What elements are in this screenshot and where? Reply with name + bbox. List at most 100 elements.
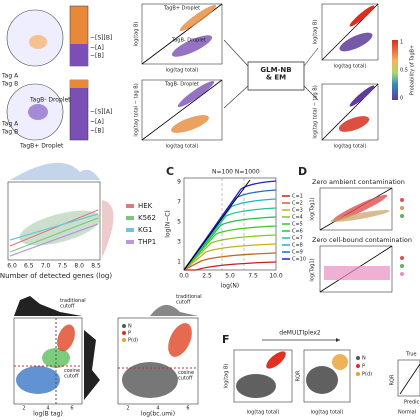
panel-letter: C (166, 165, 174, 178)
fit (9, 213, 99, 241)
fit (9, 223, 99, 257)
x-tick-label: 4 (156, 406, 159, 412)
cloud (57, 324, 75, 352)
histogram (84, 330, 100, 400)
legend-label: C=1 (292, 194, 303, 200)
curve (183, 180, 277, 271)
legend-swatch (126, 204, 134, 208)
arrow (223, 39, 249, 67)
x-tick-label: 5.0 (225, 273, 235, 280)
legend-swatch (356, 372, 360, 376)
legend-label: THP1 (137, 238, 156, 246)
cloud (324, 266, 390, 280)
x-label: log(tag total) (334, 64, 367, 70)
legend-label: N (362, 356, 366, 362)
y-label: log(N−C) (165, 210, 172, 238)
cloud (332, 194, 388, 222)
density (102, 200, 114, 258)
y-tick-label: 5 (177, 219, 181, 226)
panel-letter: F (222, 333, 230, 346)
legend-swatch (126, 216, 134, 220)
legend-swatch (400, 198, 404, 202)
x-label: Number of detected genes (log) (0, 272, 112, 280)
model: GLM-NB & EM (260, 66, 291, 82)
bar-label: ~[A] (90, 45, 104, 52)
colorbar (392, 40, 398, 100)
legend-swatch (126, 228, 134, 232)
panel-a: Tag A Tag B TagB- Droplet ~[S][B] ~[A] ~… (1, 3, 416, 150)
plot-frame (141, 79, 223, 141)
curve (183, 225, 277, 271)
y-label: log(tag B) (224, 364, 230, 389)
y-label: RQR (296, 370, 302, 381)
method: deMULTIplex2 (279, 330, 321, 337)
annotation: cosine cutoff (64, 368, 80, 380)
curve (183, 198, 277, 271)
y-label: log(tag B) (134, 22, 140, 47)
x-tick-label: 6.0 (7, 263, 17, 270)
cloud (171, 115, 209, 133)
y-tick-label: 7 (177, 199, 181, 206)
legend-label: P (128, 331, 131, 337)
x-label: log(B tag) (33, 411, 63, 418)
curve (183, 189, 277, 271)
curve (183, 216, 277, 271)
legend-swatch (122, 331, 126, 335)
x-tick-label: 7.5 (58, 263, 68, 270)
cloud (332, 354, 348, 370)
cell (29, 35, 47, 49)
tag-a: Tag A (1, 121, 19, 128)
legend-label: P (362, 364, 365, 370)
legend-swatch (400, 256, 404, 260)
cut-label: True (405, 352, 417, 358)
cloud (306, 366, 338, 394)
diagonal (183, 179, 251, 271)
curve (183, 243, 277, 271)
x-tick-label: 8.5 (91, 263, 101, 270)
legend-label: C=2 (292, 201, 303, 207)
legend-label: P(d) (362, 372, 372, 378)
x-tick-label: 2.5 (202, 273, 212, 280)
y-label: log(tag total − tag B) (313, 85, 319, 138)
y-label: log(Tag1) (310, 258, 316, 281)
legend-swatch (122, 324, 126, 328)
y-label: log(tag B) (313, 20, 319, 45)
plot-title: Zero ambient contamination (312, 178, 405, 186)
plot-frame (321, 3, 379, 61)
arrow (223, 85, 249, 109)
colorbar-tick: 1 (400, 40, 403, 46)
model-box (247, 61, 305, 91)
legend-label: P(d) (128, 338, 138, 344)
x-tick-label: 0.0 (179, 273, 189, 280)
curve (184, 261, 277, 271)
cell (28, 104, 48, 120)
cloud (179, 4, 217, 32)
bar-label: ~[B] (90, 128, 104, 135)
histogram (14, 296, 82, 316)
curve (183, 252, 277, 271)
bar (70, 44, 88, 66)
legend-label: C=4 (292, 215, 303, 221)
tag-b: Tag B (1, 129, 18, 136)
plot-title: Zero cell-bound contamination (312, 236, 412, 244)
cloud (338, 116, 370, 132)
x-tick-label: 2 (126, 406, 129, 412)
y-label: log(Tag1) (310, 197, 316, 220)
legend-swatch (356, 356, 360, 360)
legend-label: C=5 (292, 222, 303, 228)
plot-frame (397, 359, 420, 397)
arrow-head (336, 338, 340, 342)
cloud (349, 5, 375, 27)
x-tick-label: 4 (46, 406, 49, 412)
colorbar-tick: 0 (400, 96, 403, 102)
bar-label: ~[S][A] (90, 109, 112, 116)
legend-label: C=6 (292, 229, 303, 235)
x-label: log(tag total) (311, 410, 344, 416)
plot-frame (319, 187, 393, 231)
plot-frame (233, 349, 293, 403)
cloud (266, 351, 286, 369)
density (150, 304, 198, 316)
bar (69, 79, 89, 141)
legend-label: C=9 (292, 250, 303, 256)
arrow (303, 47, 319, 67)
